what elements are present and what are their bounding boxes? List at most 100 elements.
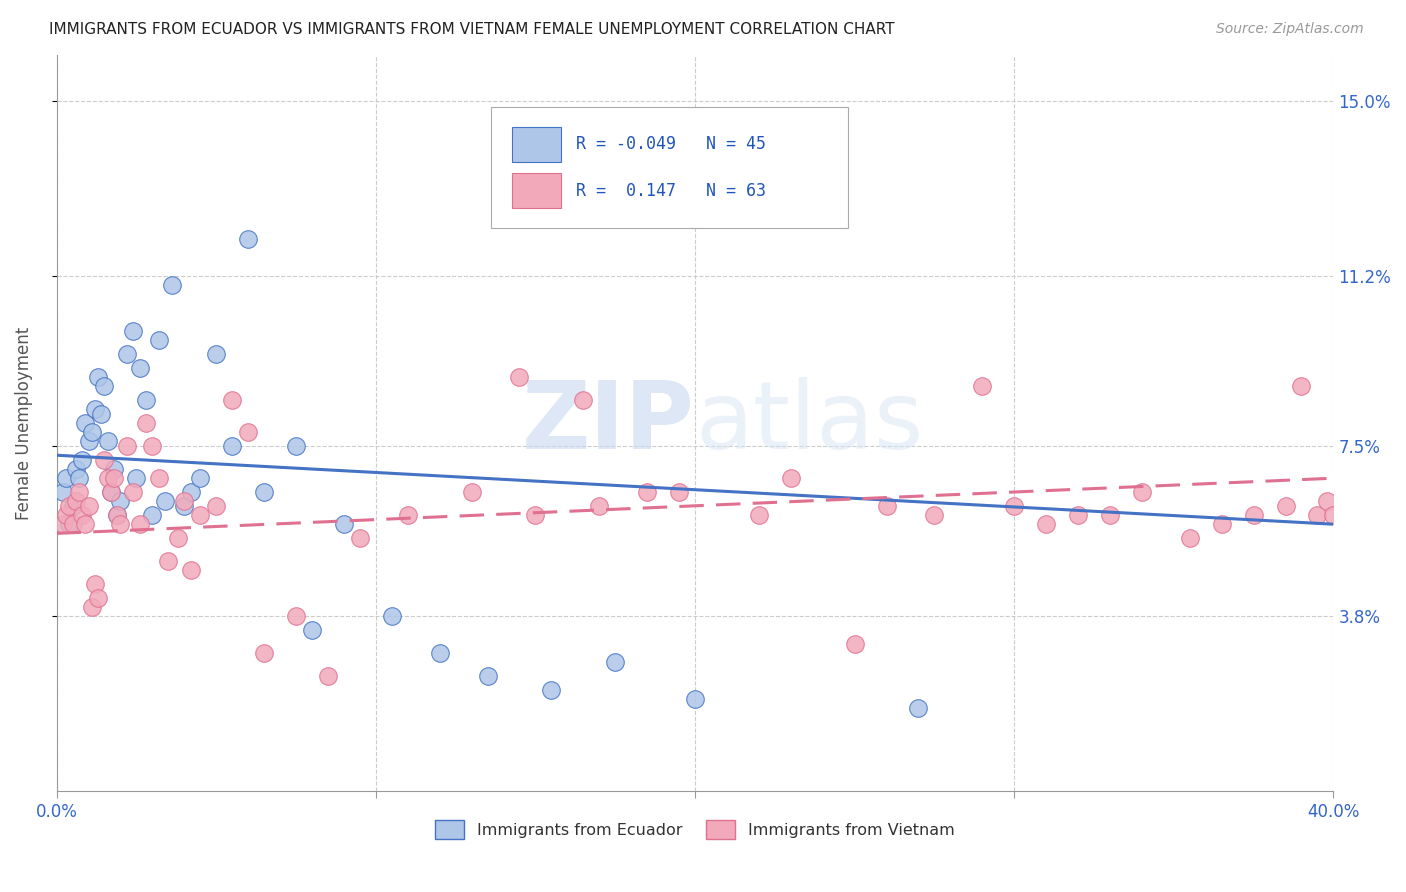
- Point: [122, 485, 145, 500]
- FancyBboxPatch shape: [491, 107, 848, 228]
- Point: [80, 599, 103, 614]
- Point: [540, 682, 562, 697]
- Legend: Immigrants from Ecuador, Immigrants from Vietnam: Immigrants from Ecuador, Immigrants from…: [429, 814, 962, 846]
- Point: [668, 485, 690, 500]
- Point: [1306, 508, 1329, 522]
- Point: [70, 508, 93, 522]
- Point: [349, 531, 371, 545]
- Y-axis label: Female Unemployment: Female Unemployment: [15, 326, 32, 520]
- Point: [100, 485, 122, 500]
- Point: [748, 508, 770, 522]
- Point: [285, 439, 308, 453]
- Point: [122, 324, 145, 338]
- Point: [55, 508, 77, 522]
- Text: ZIP: ZIP: [522, 377, 695, 469]
- Point: [1067, 508, 1090, 522]
- Point: [236, 232, 259, 246]
- Point: [87, 591, 110, 605]
- Point: [110, 494, 132, 508]
- Point: [636, 485, 658, 500]
- Point: [93, 452, 115, 467]
- Point: [148, 333, 170, 347]
- Point: [65, 462, 87, 476]
- Point: [1035, 517, 1057, 532]
- Point: [205, 499, 228, 513]
- Point: [84, 577, 107, 591]
- Point: [128, 360, 150, 375]
- Point: [1274, 499, 1296, 513]
- Point: [125, 471, 148, 485]
- Point: [135, 392, 157, 407]
- Point: [52, 517, 75, 532]
- Point: [157, 554, 180, 568]
- Point: [80, 425, 103, 440]
- Point: [84, 402, 107, 417]
- Point: [1243, 508, 1265, 522]
- Point: [1002, 499, 1025, 513]
- Point: [972, 379, 994, 393]
- Point: [65, 494, 87, 508]
- Point: [77, 434, 100, 449]
- Text: Source: ZipAtlas.com: Source: ZipAtlas.com: [1216, 22, 1364, 37]
- Point: [93, 379, 115, 393]
- Point: [1098, 508, 1121, 522]
- Text: IMMIGRANTS FROM ECUADOR VS IMMIGRANTS FROM VIETNAM FEMALE UNEMPLOYMENT CORRELATI: IMMIGRANTS FROM ECUADOR VS IMMIGRANTS FR…: [49, 22, 894, 37]
- Point: [205, 347, 228, 361]
- Point: [52, 485, 75, 500]
- Point: [67, 485, 90, 500]
- Point: [128, 517, 150, 532]
- Point: [58, 499, 80, 513]
- Point: [97, 434, 120, 449]
- Point: [1130, 485, 1153, 500]
- Point: [477, 669, 499, 683]
- Point: [110, 517, 132, 532]
- Point: [572, 392, 595, 407]
- Point: [221, 439, 243, 453]
- Point: [396, 508, 419, 522]
- Point: [75, 517, 97, 532]
- Point: [100, 485, 122, 500]
- Point: [333, 517, 356, 532]
- Point: [236, 425, 259, 440]
- Point: [188, 471, 211, 485]
- Point: [173, 494, 195, 508]
- Point: [70, 452, 93, 467]
- Point: [173, 499, 195, 513]
- Point: [253, 485, 276, 500]
- Point: [508, 370, 530, 384]
- Point: [844, 637, 866, 651]
- Point: [153, 494, 176, 508]
- Point: [1211, 517, 1233, 532]
- Point: [1316, 494, 1339, 508]
- Point: [779, 471, 801, 485]
- Point: [67, 471, 90, 485]
- Point: [75, 416, 97, 430]
- Point: [97, 471, 120, 485]
- Point: [683, 692, 706, 706]
- Point: [253, 646, 276, 660]
- Point: [588, 499, 610, 513]
- Point: [221, 392, 243, 407]
- Point: [907, 701, 929, 715]
- Point: [524, 508, 547, 522]
- Point: [55, 471, 77, 485]
- Point: [103, 462, 125, 476]
- Point: [1291, 379, 1313, 393]
- FancyBboxPatch shape: [512, 127, 561, 161]
- Point: [115, 439, 138, 453]
- Point: [301, 623, 323, 637]
- Point: [135, 416, 157, 430]
- Point: [285, 609, 308, 624]
- Point: [160, 278, 183, 293]
- Point: [167, 531, 190, 545]
- Text: R =  0.147   N = 63: R = 0.147 N = 63: [576, 182, 766, 200]
- Point: [605, 655, 627, 669]
- Point: [188, 508, 211, 522]
- Point: [141, 508, 163, 522]
- Point: [87, 370, 110, 384]
- Point: [148, 471, 170, 485]
- Point: [105, 508, 128, 522]
- Point: [381, 609, 404, 624]
- Point: [1322, 508, 1344, 522]
- Point: [1178, 531, 1201, 545]
